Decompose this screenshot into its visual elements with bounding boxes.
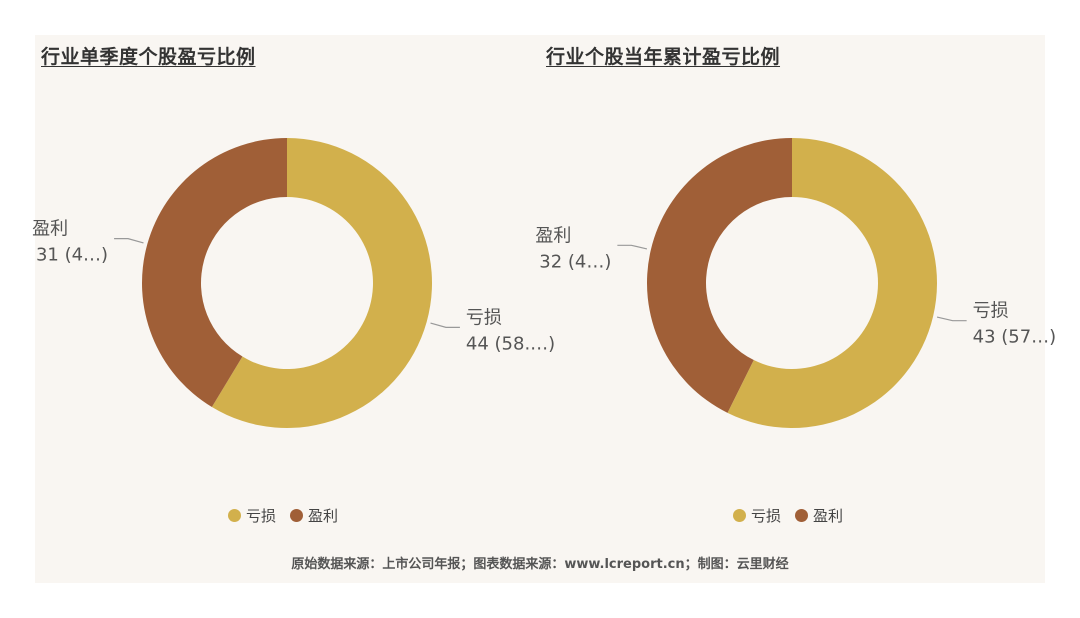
leader-line bbox=[430, 322, 460, 328]
source-note: 原始数据来源：上市公司年报；图表数据来源：www.lcreport.cn；制图：… bbox=[291, 557, 789, 572]
slice-profit bbox=[647, 138, 792, 413]
legend-swatch-loss bbox=[733, 509, 746, 522]
slice-loss bbox=[727, 138, 937, 428]
legend-item-profit: 盈利 bbox=[290, 505, 338, 526]
donut-chart-quarterly: 亏损 44 (58.…) 盈利 31 (4…) bbox=[32, 138, 555, 429]
donut-chart-annual: 亏损 43 (57…) 盈利 32 (4…) bbox=[535, 138, 1056, 428]
data-label-value: 44 (58.…) bbox=[466, 333, 555, 354]
legend-annual: 亏损 盈利 bbox=[733, 505, 843, 526]
chart-title-quarterly: 行业单季度个股盈亏比例 bbox=[41, 46, 256, 68]
data-label-category: 亏损 bbox=[466, 307, 502, 328]
chart-panel: 行业单季度个股盈亏比例 行业个股当年累计盈亏比例 亏损 44 (58.…) 盈利 31… bbox=[32, 35, 1056, 583]
legend-item-profit: 盈利 bbox=[795, 505, 843, 526]
legend-swatch-loss bbox=[228, 509, 241, 522]
leader-line bbox=[936, 316, 967, 322]
legend-label-profit: 盈利 bbox=[308, 507, 339, 525]
data-label-value: 43 (57…) bbox=[973, 327, 1057, 348]
legend-swatch-profit bbox=[795, 509, 809, 522]
data-label-category: 盈利 bbox=[32, 219, 68, 240]
legend-item-loss: 亏损 bbox=[228, 505, 276, 526]
data-label-category: 亏损 bbox=[973, 301, 1009, 322]
data-label-value: 32 (4…) bbox=[539, 251, 611, 272]
slice-loss bbox=[211, 138, 432, 429]
leader-line bbox=[617, 244, 648, 250]
chart-title-annual: 行业个股当年累计盈亏比例 bbox=[546, 46, 781, 68]
legend-swatch-profit bbox=[290, 509, 304, 522]
data-label-value: 31 (4…) bbox=[36, 245, 108, 266]
legend-item-loss: 亏损 bbox=[733, 505, 781, 526]
legend-label-profit: 盈利 bbox=[813, 507, 844, 525]
data-label-category: 盈利 bbox=[535, 225, 571, 246]
legend-label-loss: 亏损 bbox=[751, 507, 782, 525]
legend-quarterly: 亏损 盈利 bbox=[228, 505, 338, 526]
slice-profit bbox=[141, 138, 287, 408]
leader-line bbox=[114, 238, 144, 244]
legend-label-loss: 亏损 bbox=[246, 507, 277, 525]
